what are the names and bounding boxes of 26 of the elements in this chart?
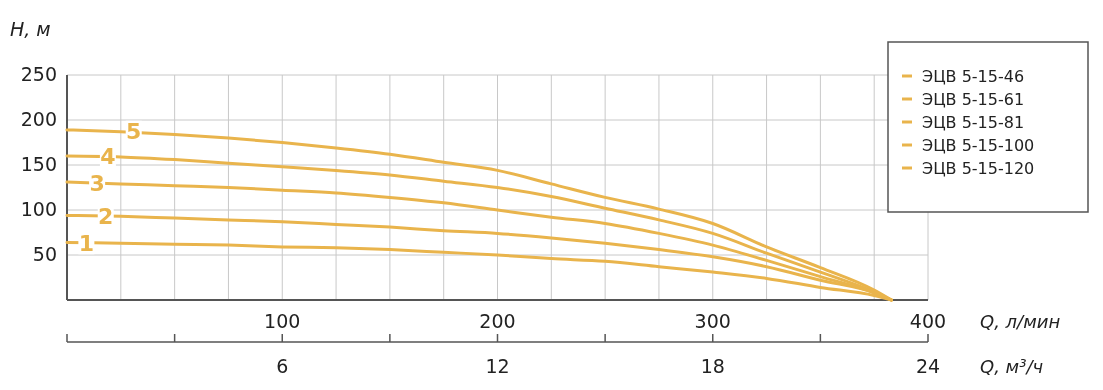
- x2-tick-label: 24: [915, 355, 941, 377]
- legend-label: ЭЦВ 5-15-46: [922, 66, 1025, 86]
- legend-label: ЭЦВ 5-15-81: [922, 112, 1025, 132]
- x2-tick-label: 18: [700, 355, 725, 377]
- legend-label: ЭЦВ 5-15-61: [922, 89, 1025, 109]
- annotation: 3: [89, 170, 105, 196]
- legend-label: ЭЦВ 5-15-120: [922, 158, 1035, 178]
- annotation: 4: [100, 144, 116, 170]
- y-tick-label: 150: [20, 152, 57, 175]
- x-axis-title: Q, л/мин: [980, 311, 1061, 332]
- x-tick-label: 200: [479, 310, 516, 332]
- x-tick-label: 100: [264, 310, 301, 332]
- annotation: 1: [78, 230, 95, 256]
- annotation: 2: [98, 203, 114, 229]
- y-tick-label: 200: [20, 107, 57, 130]
- x2-tick-label: 6: [276, 355, 289, 377]
- y-tick-label: 250: [20, 62, 57, 85]
- y-tick-label: 50: [32, 242, 57, 265]
- x-tick-label: 400: [909, 310, 947, 332]
- annotation: 5: [126, 119, 142, 145]
- y-tick-label: 100: [20, 197, 57, 220]
- legend-label: ЭЦВ 5-15-100: [922, 135, 1035, 155]
- x2-axis-title: Q, м³/ч: [980, 356, 1044, 377]
- x-tick-label: 300: [694, 310, 731, 332]
- y-axis-title: H, м: [10, 18, 51, 40]
- x2-tick-label: 12: [485, 355, 510, 377]
